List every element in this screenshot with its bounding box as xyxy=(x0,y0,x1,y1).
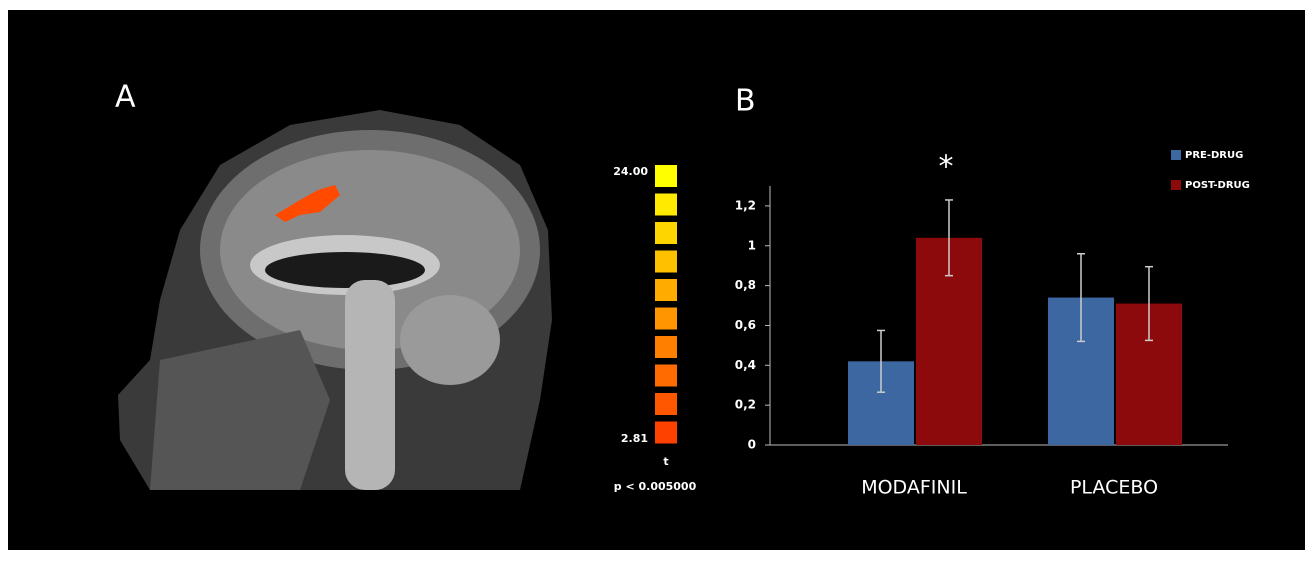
threshold: p < 0.005000 xyxy=(614,480,697,493)
legend-swatch xyxy=(1171,150,1181,160)
colorbar-swatch xyxy=(655,165,677,187)
panel-label: B xyxy=(735,84,756,119)
page: A 24.00 2.81 t p < 0.005000 B 0 0,2 0,4 0,6… xyxy=(0,0,1312,561)
x-tick-label: PLACEBO xyxy=(1070,477,1158,499)
x-tick-label: MODAFINIL xyxy=(861,477,967,499)
colorbar-swatch xyxy=(655,336,677,358)
colorbar-swatch xyxy=(655,393,677,415)
colorbar-swatch xyxy=(655,422,677,444)
legend-label: POST-DRUG xyxy=(1185,180,1250,191)
y-tick-label: 1,2 xyxy=(735,198,756,212)
y-tick-label: 0 xyxy=(748,438,756,452)
colorbar-swatch xyxy=(655,279,677,301)
colorbar-swatch xyxy=(655,365,677,387)
colorbar-swatch xyxy=(655,308,677,330)
legend-swatch xyxy=(1171,180,1181,190)
y-tick-label: 0,8 xyxy=(735,278,756,292)
y-tick-label: 0,2 xyxy=(735,398,756,412)
panel-label: A xyxy=(115,80,136,115)
annotation: * xyxy=(939,150,954,185)
y-tick-label: 0,6 xyxy=(735,318,756,332)
colorbar-unit: t xyxy=(663,455,668,468)
legend-label: PRE-DRUG xyxy=(1185,150,1243,161)
y-tick-label: 1 xyxy=(748,238,756,252)
colorbar-swatch xyxy=(655,194,677,216)
colorbar-swatch xyxy=(655,222,677,244)
colorbar-swatch xyxy=(655,251,677,273)
colorbar-max: 24.00 xyxy=(613,165,648,178)
y-tick-label: 0,4 xyxy=(735,358,756,372)
figure: A 24.00 2.81 t p < 0.005000 B 0 0,2 0,4 0,6… xyxy=(0,0,1312,561)
colorbar-min: 2.81 xyxy=(621,432,648,445)
